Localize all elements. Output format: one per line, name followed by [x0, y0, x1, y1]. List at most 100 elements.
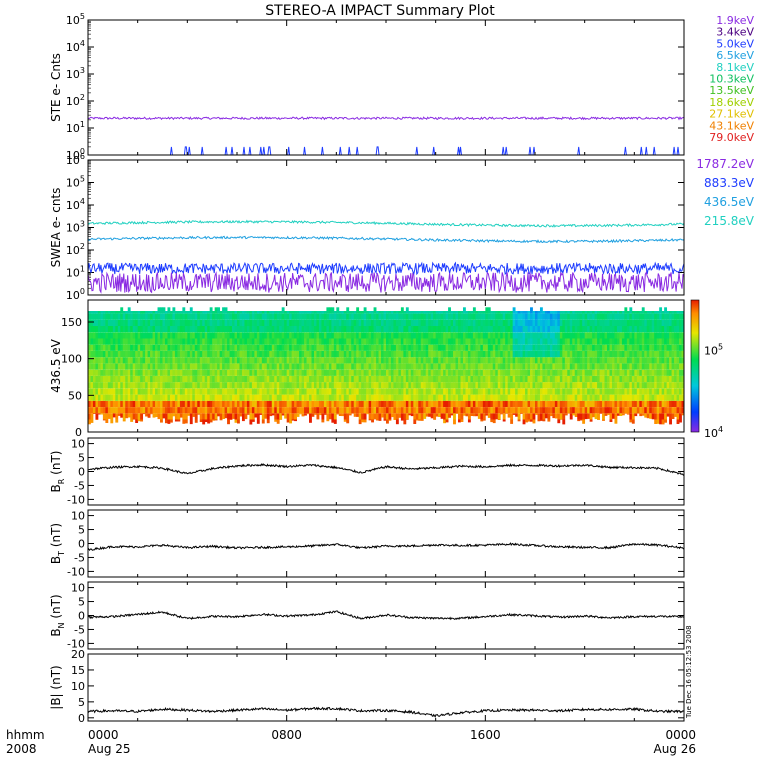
heat-cell: [158, 351, 161, 357]
heat-cell: [299, 332, 302, 338]
heat-cell: [237, 311, 240, 314]
heat-cell: [523, 314, 526, 320]
heat-cell: [100, 326, 103, 332]
heat-cell: [639, 376, 642, 382]
heat-cell: [480, 326, 483, 332]
heat-cell: [453, 407, 456, 413]
heat-cell: [513, 320, 516, 326]
heat-cell: [346, 307, 349, 313]
heat-cell: [351, 311, 354, 314]
heat-cell: [190, 307, 193, 313]
heat-cell: [205, 351, 208, 357]
heat-cell: [140, 370, 143, 376]
heat-cell: [612, 314, 615, 320]
heat-cell: [374, 351, 377, 357]
heat-cell: [120, 382, 123, 388]
heat-cell: [674, 351, 677, 357]
heat-cell: [523, 345, 526, 351]
heat-cell: [428, 357, 431, 363]
heat-cell: [384, 395, 387, 401]
heat-cell: [113, 376, 116, 382]
heat-cell: [411, 332, 414, 338]
heat-cell: [562, 395, 565, 401]
heat-cell: [316, 314, 319, 320]
heat-cell: [302, 326, 305, 332]
heat-cell: [441, 370, 444, 376]
heat-cell: [220, 363, 223, 369]
heat-cell: [614, 363, 617, 369]
heat-cell: [403, 363, 406, 369]
heat-cell: [123, 311, 126, 314]
heat-cell: [361, 388, 364, 394]
heat-cell: [575, 357, 578, 363]
heat-cell: [386, 401, 389, 407]
heat-cell: [401, 420, 404, 421]
heat-cell: [463, 320, 466, 326]
heat-cell: [309, 407, 312, 413]
heat-cell: [560, 395, 563, 401]
heat-cell: [210, 332, 213, 338]
heat-cell: [312, 345, 315, 351]
heat-cell: [535, 388, 538, 394]
heat-cell: [388, 382, 391, 388]
heat-cell: [341, 395, 344, 401]
heat-cell: [354, 357, 357, 363]
heat-cell: [180, 363, 183, 369]
heat-cell: [331, 345, 334, 351]
heat-cell: [379, 320, 382, 326]
heat-cell: [267, 420, 270, 424]
heat-cell: [289, 326, 292, 332]
heat-cell: [282, 332, 285, 338]
heat-cell: [227, 388, 230, 394]
heat-cell: [307, 382, 310, 388]
heat-cell: [267, 407, 270, 413]
heat-cell: [93, 339, 96, 345]
heat-cell: [292, 420, 295, 421]
heat-cell: [110, 351, 113, 357]
heat-cell: [557, 326, 560, 332]
heat-cell: [562, 420, 565, 425]
heat-cell: [411, 376, 414, 382]
heat-cell: [242, 407, 245, 413]
heat-cell: [331, 420, 334, 423]
heat-cell: [677, 401, 680, 407]
heat-cell: [331, 382, 334, 388]
heat-cell: [542, 382, 545, 388]
heat-cell: [312, 370, 315, 376]
heat-cell: [222, 376, 225, 382]
heat-cell: [545, 332, 548, 338]
heat-cell: [364, 401, 367, 407]
heat-cell: [90, 351, 93, 357]
heat-cell: [495, 407, 498, 413]
heat-cell: [478, 363, 481, 369]
heat-cell: [145, 332, 148, 338]
heat-cell: [503, 311, 506, 314]
heat-cell: [582, 326, 585, 332]
heat-cell: [376, 332, 379, 338]
heat-cell: [674, 314, 677, 320]
heat-cell: [505, 314, 508, 320]
heat-cell: [307, 363, 310, 369]
heat-cell: [518, 314, 521, 320]
heat-cell: [535, 326, 538, 332]
heat-cell: [465, 363, 468, 369]
heat-cell: [351, 326, 354, 332]
heat-cell: [98, 382, 101, 388]
ytick-label-bn-10: 10: [71, 582, 85, 595]
heat-cell: [582, 376, 585, 382]
heat-cell: [185, 413, 188, 419]
heat-cell: [545, 357, 548, 363]
heat-cell: [344, 345, 347, 351]
heat-cell: [545, 314, 548, 320]
heat-cell: [530, 376, 533, 382]
heat-cell: [361, 332, 364, 338]
heat-cell: [523, 407, 526, 413]
heat-cell: [359, 314, 362, 320]
heat-cell: [172, 370, 175, 376]
heat-cell: [393, 311, 396, 314]
heat-cell: [384, 407, 387, 413]
heat-cell: [220, 382, 223, 388]
heat-cell: [284, 388, 287, 394]
heat-cell: [217, 314, 220, 320]
heat-cell: [284, 376, 287, 382]
